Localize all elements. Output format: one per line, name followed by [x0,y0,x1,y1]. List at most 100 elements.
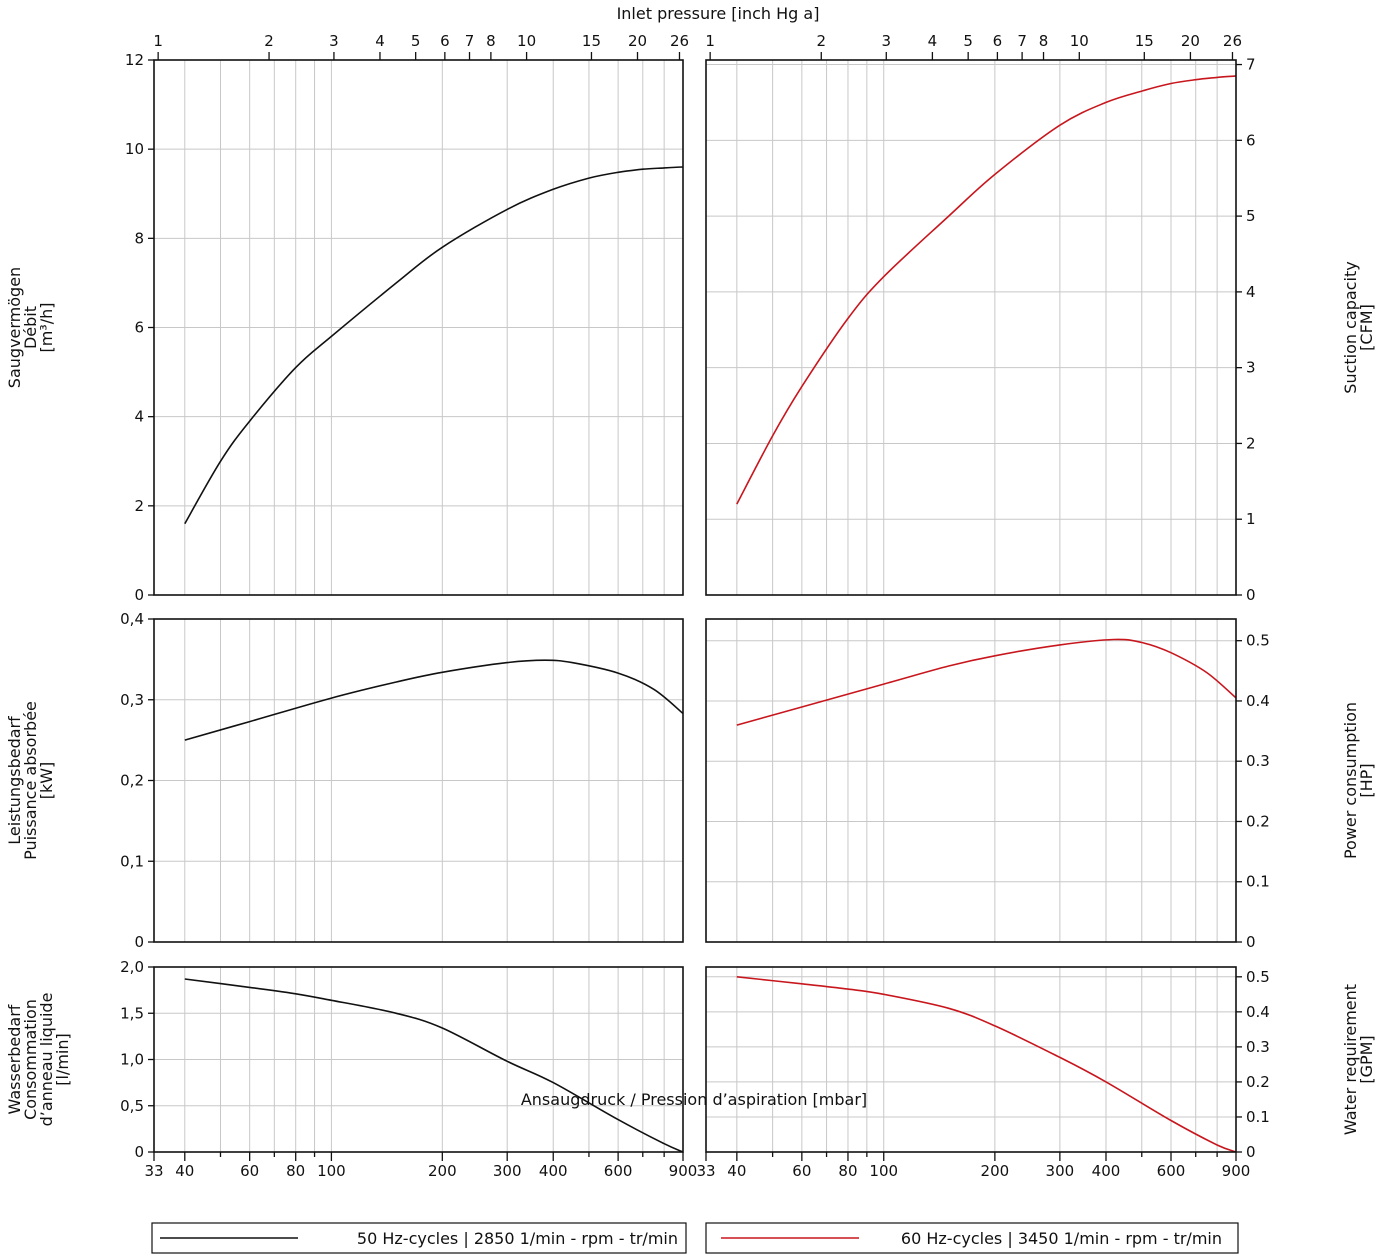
left-axis-title-line: Leistungsbedarf [5,716,24,845]
legend-box-50hz [151,1222,687,1254]
panel-frame [705,618,1237,943]
top-axis-tick-label: 20 [1181,32,1200,50]
bottom-axis-tick-label: 300 [493,1162,522,1180]
left-axis-title-line: [l/min] [53,1033,72,1086]
series-line-60hz [736,976,1237,1153]
left-axis-title-line: [m³/h] [37,302,56,352]
right-axis-tick-label: 0 [1246,933,1256,951]
left-axis-title-line: [kW] [37,762,56,800]
right-axis-tick-label: 0.2 [1246,812,1270,830]
bottom-axis-tick-label: 80 [838,1162,857,1180]
series-line-60hz [736,638,1237,726]
left-axis-tick-label: 8 [134,229,144,247]
panel-frame [705,59,1237,596]
bottom-axis-tick-label: 40 [727,1162,746,1180]
left-axis-tick-label: 2 [134,497,144,515]
bottom-axis-tick-label: 900 [669,1162,698,1180]
series-line-50hz [184,978,684,1153]
bottom-axis-title: Ansaugdruck / Pression d’aspiration [mba… [521,1090,867,1109]
top-axis-tick-label: 8 [486,32,496,50]
right-axis-tick-label: 0.3 [1246,1038,1270,1056]
top-axis-tick-label: 6 [993,32,1003,50]
left-axis-tick-label: 2,0 [120,958,144,976]
bottom-axis-tick-label: 60 [792,1162,811,1180]
right-axis-title-line: Power consumption [1341,702,1360,859]
top-axis-tick-label: 26 [670,32,689,50]
right-axis-tick-label: 0.4 [1246,1003,1270,1021]
top-axis-tick-label: 3 [881,32,891,50]
left-axis-tick-label: 0 [134,933,144,951]
bottom-axis-tick-label: 200 [428,1162,457,1180]
legend: 50 Hz-cycles | 2850 1/min - rpm - tr/min… [151,1222,1239,1254]
left-axis-tick-label: 0,1 [120,852,144,870]
top-axis-tick-label: 10 [1070,32,1089,50]
top-axis-tick-label: 20 [628,32,647,50]
left-axis-tick-label: 1,0 [120,1051,144,1069]
bottom-axis-tick-label: 80 [286,1162,305,1180]
right-axis-tick-label: 2 [1246,434,1256,452]
legend-label-60hz: 60 Hz-cycles | 3450 1/min - rpm - tr/min [901,1229,1222,1248]
left-axis-title-line: Saugvermögen [5,267,24,388]
top-axis-tick-label: 7 [1017,32,1027,50]
top-axis-tick-label: 6 [440,32,450,50]
right-axis-tick-label: 0.3 [1246,752,1270,770]
left-axis-tick-label: 1,5 [120,1004,144,1022]
left-axis-tick-label: 0,2 [120,772,144,790]
top-axis-tick-label: 4 [928,32,938,50]
top-axis-tick-label: 8 [1039,32,1049,50]
top-axis-title: Inlet pressure [inch Hg a] [617,4,820,23]
right-axis-title-line: [HP] [1357,763,1376,797]
series-line-60hz [736,75,1237,505]
right-axis-tick-label: 0.1 [1246,873,1270,891]
right-axis-tick-label: 0.1 [1246,1108,1270,1126]
right-axis-tick-label: 4 [1246,283,1256,301]
left-axis-title-line: Débit [21,306,40,349]
left-axis-tick-label: 0,3 [120,691,144,709]
right-axis-tick-label: 0.2 [1246,1073,1270,1091]
right-axis-title-line: [GPM] [1357,1035,1376,1083]
left-axis-tick-label: 6 [134,319,144,337]
top-axis-tick-label: 1 [705,32,715,50]
left-axis-tick-label: 4 [134,408,144,426]
series-line-50hz [184,166,684,525]
top-axis-tick-label: 1 [153,32,163,50]
bottom-axis-tick-label: 33 [144,1162,163,1180]
bottom-axis-tick-label: 40 [175,1162,194,1180]
top-axis-tick-label: 15 [1135,32,1154,50]
bottom-axis-tick-label: 900 [1222,1162,1251,1180]
right-axis-tick-label: 0.5 [1246,632,1270,650]
right-axis-title-line: Suction capacity [1341,261,1360,393]
right-axis-tick-label: 0.5 [1246,968,1270,986]
right-axis-tick-label: 1 [1246,510,1256,528]
top-axis-tick-label: 2 [816,32,826,50]
right-axis-tick-label: 0.4 [1246,692,1270,710]
top-axis-tick-label: 7 [465,32,475,50]
left-axis-title-line: Wasserbedarf [5,1004,24,1114]
bottom-axis-tick-label: 300 [1046,1162,1075,1180]
left-axis-title-line: Puissance absorbée [21,701,40,860]
left-axis-tick-label: 10 [125,140,144,158]
bottom-axis-tick-label: 600 [604,1162,633,1180]
left-axis-title-line: d’anneau liquide [37,993,56,1127]
top-axis-tick-label: 10 [517,32,536,50]
bottom-axis-tick-label: 100 [869,1162,898,1180]
right-axis-tick-label: 0 [1246,586,1256,604]
right-axis-tick-label: 3 [1246,359,1256,377]
bottom-axis-tick-label: 200 [981,1162,1010,1180]
bottom-axis-tick-label: 600 [1157,1162,1186,1180]
left-axis-title-line: Consommation [21,999,40,1120]
top-axis-tick-label: 3 [329,32,339,50]
right-axis-tick-label: 7 [1246,56,1256,74]
right-axis-title-line: Water requirement [1341,984,1360,1135]
panel-frame [705,966,1237,1153]
bottom-axis-tick-label: 400 [1092,1162,1121,1180]
left-axis-tick-label: 0,4 [120,610,144,628]
left-axis-tick-label: 12 [125,51,144,69]
series-line-50hz [184,659,684,741]
right-axis-tick-label: 5 [1246,207,1256,225]
right-axis-title-line: [CFM] [1357,304,1376,351]
top-axis-tick-label: 2 [264,32,274,50]
legend-label-50hz: 50 Hz-cycles | 2850 1/min - rpm - tr/min [357,1229,678,1248]
legend-box-60hz [705,1222,1239,1254]
